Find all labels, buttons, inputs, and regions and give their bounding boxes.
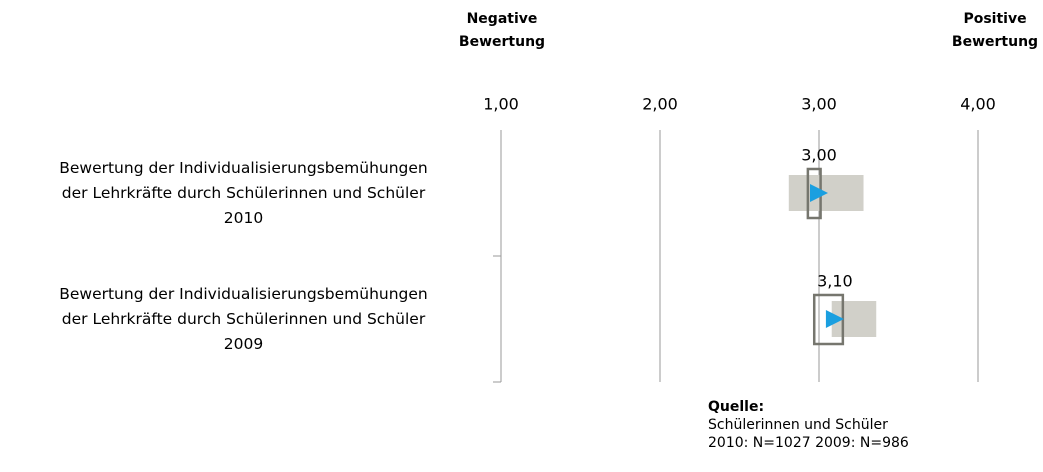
right-header: Positive Bewertung bbox=[951, 11, 1039, 50]
value-label: 3,00 bbox=[801, 146, 837, 165]
mean-marker bbox=[810, 184, 828, 202]
x-tick-label: 2,00 bbox=[642, 95, 678, 114]
category-label: Bewertung der Individualisierungsbemühun… bbox=[59, 284, 428, 353]
source-title: Quelle: bbox=[708, 399, 765, 415]
source-text: Schülerinnen und Schüler 2010: N=1027 20… bbox=[708, 417, 909, 451]
left-header: Negative Bewertung bbox=[458, 11, 546, 50]
mean-marker bbox=[825, 310, 844, 328]
x-tick-label: 1,00 bbox=[483, 95, 519, 114]
x-tick-label: 4,00 bbox=[960, 95, 996, 114]
source: Quelle: Schülerinnen und Schüler 2010: N… bbox=[708, 398, 909, 452]
category-label: Bewertung der Individualisierungsbemühun… bbox=[59, 158, 428, 227]
value-label: 3,10 bbox=[817, 272, 853, 291]
x-tick-label: 3,00 bbox=[801, 95, 837, 114]
